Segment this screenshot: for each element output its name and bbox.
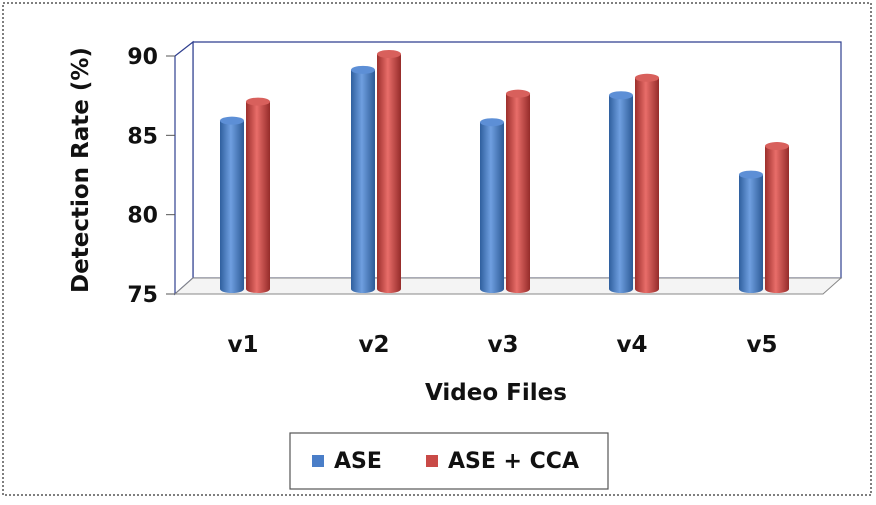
bar-base	[635, 285, 659, 293]
bar-ase-v5	[739, 170, 763, 293]
bar-body	[351, 69, 375, 289]
bar-ase-cca-v4	[635, 73, 659, 293]
bar-base	[765, 285, 789, 293]
bar-cap	[635, 73, 659, 82]
bar-base	[246, 285, 270, 293]
y-axis-ticks: 75 80 85 90	[127, 45, 175, 308]
bar-body	[246, 101, 270, 289]
x-axis-ticks: v1 v2 v3 v4 v5	[228, 332, 778, 358]
bar-cap	[609, 91, 633, 100]
bar-ase-cca-v2	[377, 50, 401, 293]
bar-body	[220, 120, 244, 289]
bars	[220, 50, 789, 293]
legend: ASE ASE + CCA	[289, 432, 609, 490]
bar-base	[480, 285, 504, 293]
bar-base	[220, 285, 244, 293]
legend-label-ase-cca: ASE + CCA	[448, 449, 579, 474]
bar-cap	[246, 97, 270, 106]
y-tick-label: 85	[127, 124, 158, 149]
bar-body	[739, 174, 763, 289]
bar-base	[739, 285, 763, 293]
bar-ase-v3	[480, 118, 504, 293]
bar-cap	[377, 50, 401, 58]
legend-swatch-ase	[312, 455, 324, 467]
bar-ase-cca-v3	[506, 89, 530, 293]
bar-base	[351, 285, 375, 293]
legend-label-ase: ASE	[334, 449, 382, 474]
bar-base	[609, 285, 633, 293]
y-axis-label: Detection Rate (%)	[68, 47, 94, 293]
bar-body	[506, 93, 530, 290]
bar-body	[609, 95, 633, 290]
x-tick-label: v5	[747, 332, 778, 358]
x-tick-label: v3	[488, 332, 519, 358]
bar-cap	[765, 142, 789, 151]
bar-base	[377, 285, 401, 293]
bar-cap	[739, 170, 763, 179]
bar-cap	[220, 116, 244, 125]
bar-body	[377, 54, 401, 289]
legend-swatch-ase-cca	[426, 455, 438, 467]
y-tick-label: 90	[127, 45, 158, 70]
chart-border	[2, 2, 872, 496]
bar-body	[765, 146, 789, 289]
bar-cap	[506, 89, 530, 98]
bar-cap	[351, 65, 375, 74]
legend-box	[289, 432, 609, 490]
bar-ase-v2	[351, 65, 375, 293]
x-tick-label: v2	[359, 332, 390, 358]
bar-cap	[480, 118, 504, 127]
bar-ase-v4	[609, 91, 633, 293]
y-tick-label: 80	[127, 204, 158, 229]
bar-ase-v1	[220, 116, 244, 293]
plot-side-wall	[174, 40, 194, 296]
y-tick-label: 75	[127, 283, 158, 308]
bar-ase-cca-v1	[246, 97, 270, 293]
x-tick-label: v1	[228, 332, 259, 358]
x-axis-label: Video Files	[425, 380, 567, 406]
bar-ase-cca-v5	[765, 142, 789, 293]
bar-base	[506, 285, 530, 293]
bar-body	[635, 77, 659, 289]
x-tick-label: v4	[617, 332, 648, 358]
bar-body	[480, 122, 504, 289]
